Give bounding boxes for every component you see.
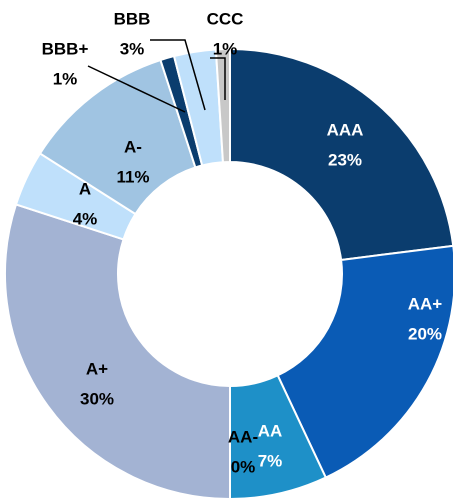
slice-label: CCC bbox=[207, 9, 244, 28]
slice-label: AA bbox=[258, 421, 283, 440]
slice-label: A+ bbox=[86, 359, 108, 378]
slice-value-label: 4% bbox=[73, 209, 98, 228]
slice-label: AA+ bbox=[408, 294, 443, 313]
slice bbox=[4, 203, 231, 498]
slice-label: BBB+ bbox=[42, 39, 89, 58]
slice-value-label: 7% bbox=[258, 451, 283, 470]
leader-lines bbox=[87, 39, 226, 113]
labels: AAA 23% AA+ 20% AA 7%AA- 0% A+ 30% A 4% A- 11% BBB+ 1%… bbox=[42, 9, 443, 476]
slice-value-label: 1% bbox=[53, 69, 78, 88]
leader-line bbox=[150, 39, 206, 111]
slice bbox=[276, 244, 453, 479]
slice-value-label: 1% bbox=[213, 39, 238, 58]
leader-line bbox=[87, 65, 186, 113]
slice-label: BBB bbox=[114, 9, 151, 28]
slice bbox=[229, 47, 453, 262]
slice-label: A bbox=[79, 179, 91, 198]
slice-value-label: 20% bbox=[408, 324, 442, 343]
leader-line bbox=[210, 57, 226, 100]
slice-label: A- bbox=[124, 137, 142, 156]
slice bbox=[214, 47, 231, 164]
slice-value-label: 30% bbox=[80, 389, 114, 408]
slice-value-label: 3% bbox=[120, 39, 145, 58]
slice-value-label: 23% bbox=[328, 150, 362, 169]
slice-value-label: 0% bbox=[231, 457, 256, 476]
slice-label: AAA bbox=[327, 120, 364, 139]
slice bbox=[229, 374, 328, 498]
slice-value-label: 11% bbox=[116, 167, 149, 186]
slice-label: AA- bbox=[228, 427, 258, 446]
